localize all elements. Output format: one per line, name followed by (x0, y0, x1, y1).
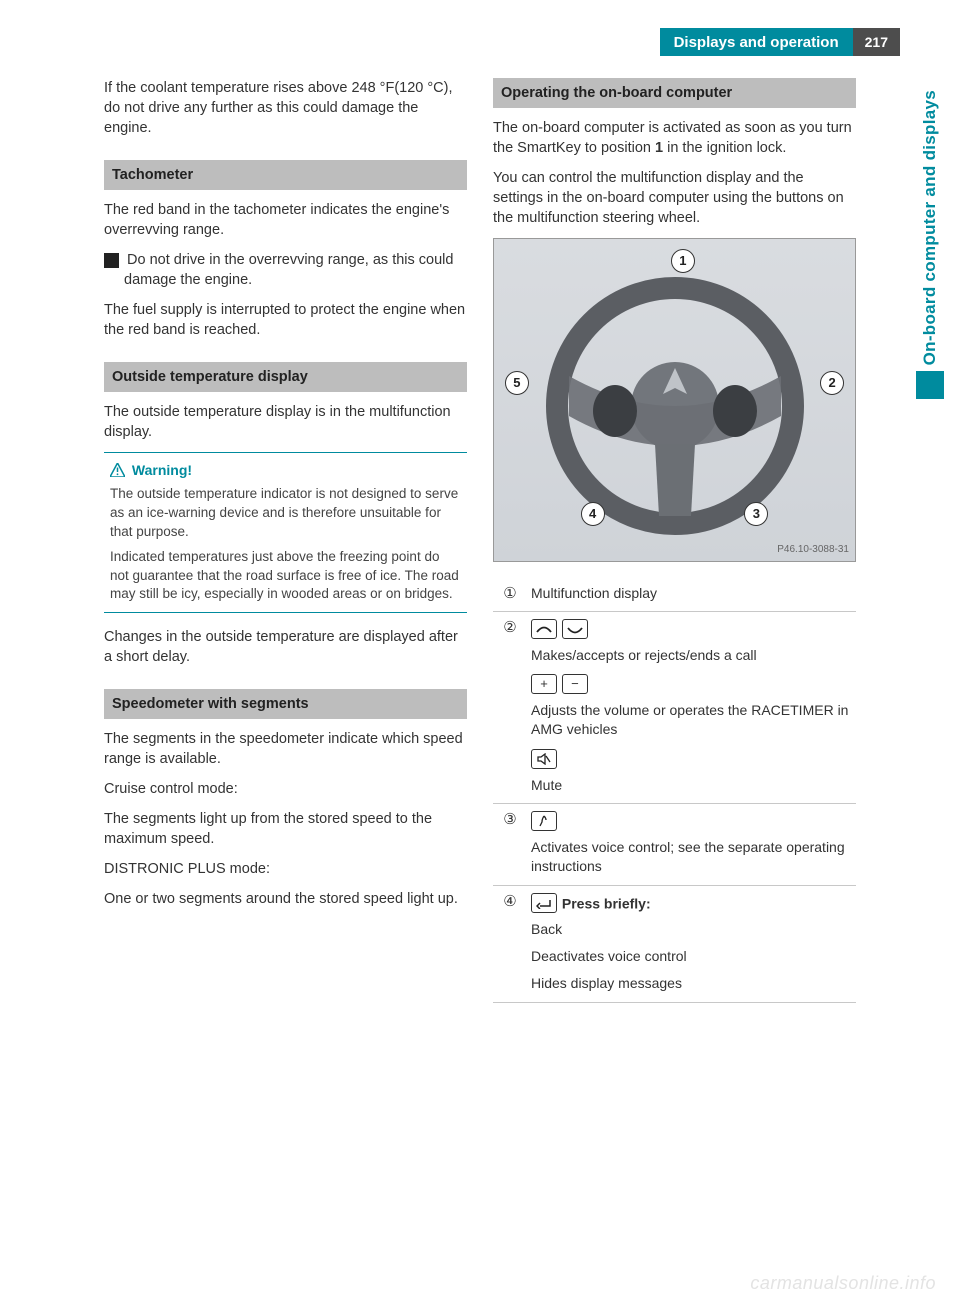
phone-accept-icon (531, 619, 557, 639)
tachometer-note-text: Do not drive in the overrevving range, a… (124, 252, 453, 288)
callout-1: 1 (671, 249, 695, 273)
steering-wheel-figure: 1 2 3 4 5 P46.10-3088-31 (493, 238, 856, 562)
warning-triangle-icon (110, 463, 125, 477)
phone-end-icon (562, 619, 588, 639)
legend-row-3: ③ Activates voice control; see the separ… (493, 803, 856, 885)
mute-icon (531, 749, 557, 769)
steering-wheel-icon (545, 276, 805, 536)
warning-title: Warning! (110, 461, 461, 480)
operating-p1-bold: 1 (655, 140, 663, 156)
legend-num-4: ④ (493, 885, 527, 1002)
warning-title-text: Warning! (132, 462, 192, 478)
side-tab-label: On-board computer and displays (920, 90, 940, 365)
speedometer-p3: The segments light up from the stored sp… (104, 809, 467, 849)
legend-num-2: ② (493, 611, 527, 803)
legend-4-l2: Deactivates voice control (531, 947, 852, 966)
legend-text-1: Multifunction display (527, 578, 856, 611)
coolant-note: If the coolant temperature rises above 2… (104, 78, 467, 138)
operating-p2: You can control the multifunction displa… (493, 168, 856, 228)
legend-row-4: ④ Press briefly: Back Deactivates voice … (493, 885, 856, 1002)
right-column: Operating the on-board computer The on-b… (493, 78, 856, 1003)
warning-box: Warning! The outside temperature indicat… (104, 452, 467, 613)
callout-4: 4 (581, 502, 605, 526)
tachometer-note: ! Do not drive in the overrevving range,… (104, 250, 467, 290)
header-bar: Displays and operation 217 (60, 28, 900, 56)
figure-caption: P46.10-3088-31 (777, 543, 849, 557)
speedometer-p2: Cruise control mode: (104, 779, 467, 799)
legend-cell-2: Makes/accepts or rejects/ends a call + −… (527, 611, 856, 803)
callout-2: 2 (820, 371, 844, 395)
legend-3-text: Activates voice control; see the separat… (531, 838, 852, 877)
operating-p1b: in the ignition lock. (663, 140, 786, 156)
section-outside-temp: Outside temperature display (104, 362, 467, 392)
legend-cell-4: Press briefly: Back Deactivates voice co… (527, 885, 856, 1002)
back-icon (531, 893, 557, 913)
legend-2-line1: Makes/accepts or rejects/ends a call (531, 646, 852, 665)
legend-2-line2: Adjusts the volume or operates the RACET… (531, 701, 852, 740)
outside-temp-p1: The outside temperature display is in th… (104, 402, 467, 442)
callout-3: 3 (744, 502, 768, 526)
operating-p1: The on-board computer is activated as so… (493, 118, 856, 158)
legend-num-1: ① (493, 578, 527, 611)
legend-num-3: ③ (493, 803, 527, 885)
voice-control-icon (531, 811, 557, 831)
legend-4-bold: Press briefly: (562, 895, 651, 911)
legend-row-1: ① Multifunction display (493, 578, 856, 611)
speedometer-p5: One or two segments around the stored sp… (104, 889, 467, 909)
legend-row-2: ② Makes/accepts or rejects/ends a call +… (493, 611, 856, 803)
speedometer-p1: The segments in the speedometer indicate… (104, 729, 467, 769)
plus-icon: + (531, 674, 557, 694)
tachometer-p1: The red band in the tachometer indicates… (104, 200, 467, 240)
warning-p1: The outside temperature indicator is not… (110, 485, 461, 541)
callout-5: 5 (505, 371, 529, 395)
legend-4-l3: Hides display messages (531, 974, 852, 993)
header-page-number: 217 (853, 28, 900, 56)
section-tachometer: Tachometer (104, 160, 467, 190)
warning-p2: Indicated temperatures just above the fr… (110, 548, 461, 604)
outside-temp-p2: Changes in the outside temperature are d… (104, 627, 467, 667)
watermark: carmanualsonline.info (750, 1273, 936, 1294)
exclamation-icon: ! (104, 253, 119, 268)
legend-2-line3: Mute (531, 776, 852, 795)
section-speedometer: Speedometer with segments (104, 689, 467, 719)
legend-table: ① Multifunction display ② Makes/accepts … (493, 578, 856, 1003)
page: Displays and operation 217 On-board comp… (60, 28, 900, 1262)
left-column: If the coolant temperature rises above 2… (104, 78, 467, 1003)
content: If the coolant temperature rises above 2… (60, 78, 900, 1003)
minus-icon: − (562, 674, 588, 694)
side-tab: On-board computer and displays (900, 90, 960, 399)
section-operating: Operating the on-board computer (493, 78, 856, 108)
legend-cell-3: Activates voice control; see the separat… (527, 803, 856, 885)
legend-4-l1: Back (531, 920, 852, 939)
tachometer-p2: The fuel supply is interrupted to protec… (104, 300, 467, 340)
side-tab-block (916, 371, 944, 399)
speedometer-p4: DISTRONIC PLUS mode: (104, 859, 467, 879)
header-title: Displays and operation (660, 28, 853, 56)
